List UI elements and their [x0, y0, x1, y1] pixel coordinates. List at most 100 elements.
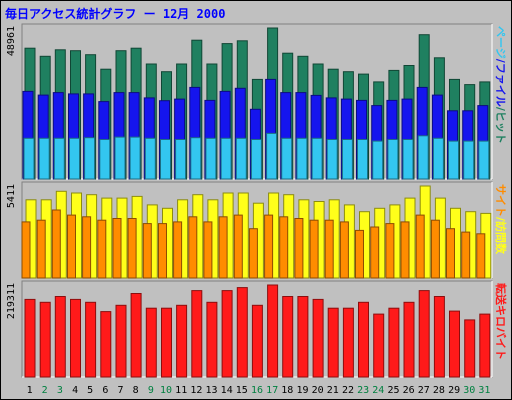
bar-pages-day-12: [190, 137, 202, 180]
bar-pages-day-9: [144, 137, 156, 180]
bar-pages-day-19: [296, 137, 308, 180]
bar-pages-day-22: [341, 139, 353, 180]
series-label-part-bottom-0: 転送キロバイト: [494, 283, 508, 360]
bar-sites-day-10: [158, 223, 167, 279]
x-tick-day-17: 17: [266, 385, 278, 396]
bar-pages-day-30: [463, 140, 475, 180]
bar-pages-day-28: [432, 137, 444, 180]
bar-sites-day-24: [370, 226, 380, 279]
bar-kbytes-day-16: [251, 304, 263, 378]
bar-kbytes-day-6: [100, 311, 112, 378]
x-tick-day-28: 28: [433, 385, 445, 396]
x-tick-day-14: 14: [221, 385, 233, 396]
bar-kbytes-day-3: [54, 296, 66, 378]
bar-kbytes-day-11: [176, 304, 188, 378]
x-tick-day-10: 10: [160, 385, 172, 396]
x-tick-day-25: 25: [387, 385, 399, 396]
x-tick-day-12: 12: [190, 385, 202, 396]
x-tick-day-31: 31: [478, 385, 490, 396]
ymax-label-bottom: 219311: [6, 283, 17, 319]
bar-sites-day-21: [324, 219, 334, 279]
x-tick-day-13: 13: [205, 385, 217, 396]
x-tick-day-15: 15: [236, 385, 248, 396]
bar-sites-day-4: [67, 214, 76, 279]
bar-sites-day-8: [127, 218, 137, 279]
bar-kbytes-day-2: [39, 301, 51, 378]
bar-pages-day-24: [372, 140, 384, 180]
bar-kbytes-day-27: [418, 290, 430, 378]
bar-pages-day-5: [84, 137, 96, 180]
bar-pages-day-11: [175, 139, 187, 180]
bar-sites-day-1: [21, 221, 31, 279]
x-tick-day-16: 16: [251, 385, 263, 396]
x-tick-day-19: 19: [296, 385, 308, 396]
bar-kbytes-day-30: [464, 319, 476, 378]
bar-pages-day-20: [311, 137, 323, 180]
bar-pages-day-13: [205, 137, 217, 180]
bar-kbytes-day-18: [282, 296, 294, 378]
bar-pages-day-29: [448, 140, 459, 180]
ymax-label-middle: 5411: [6, 184, 17, 208]
x-tick-day-1: 1: [27, 385, 33, 396]
bar-kbytes-day-9: [145, 307, 157, 378]
bar-sites-day-14: [218, 216, 228, 279]
bar-sites-day-31: [476, 233, 486, 279]
bar-kbytes-day-26: [403, 301, 415, 378]
bar-sites-day-16: [248, 228, 258, 279]
bar-kbytes-day-24: [373, 313, 385, 378]
bar-kbytes-day-13: [206, 301, 218, 378]
series-label-top: ページ/ファイル/ヒット: [494, 26, 507, 144]
bar-pages-day-21: [326, 139, 338, 180]
bar-sites-day-19: [294, 218, 304, 279]
bar-kbytes-day-15: [236, 287, 248, 378]
x-tick-day-11: 11: [175, 385, 187, 396]
bar-kbytes-day-14: [221, 290, 233, 378]
x-tick-day-2: 2: [42, 385, 48, 396]
bar-sites-day-29: [446, 228, 455, 279]
x-tick-day-21: 21: [327, 385, 339, 396]
bar-sites-day-12: [188, 216, 198, 279]
bar-kbytes-day-4: [70, 298, 81, 378]
bar-kbytes-day-28: [433, 296, 445, 378]
bar-kbytes-day-5: [85, 301, 97, 378]
bar-kbytes-day-23: [358, 301, 369, 378]
bar-sites-day-25: [385, 223, 395, 279]
x-tick-day-23: 23: [357, 385, 369, 396]
bar-sites-day-11: [173, 221, 183, 279]
bar-pages-day-25: [387, 139, 399, 180]
bar-pages-day-10: [160, 139, 171, 180]
bar-sites-day-6: [97, 219, 107, 279]
bar-pages-day-7: [114, 136, 126, 180]
series-label-bottom: 転送キロバイト: [494, 283, 508, 360]
series-label-part-middle-1: /: [494, 217, 507, 222]
bar-sites-day-3: [51, 209, 61, 279]
x-tick-day-9: 9: [148, 385, 154, 396]
bar-pages-day-17: [266, 132, 278, 180]
series-label-part-top-2: ファイル: [494, 63, 507, 107]
bar-sites-day-15: [233, 214, 243, 279]
bar-kbytes-day-31: [479, 313, 491, 378]
bar-sites-day-28: [430, 219, 440, 279]
bar-pages-day-16: [250, 139, 262, 180]
x-tick-day-26: 26: [403, 385, 415, 396]
bar-sites-day-23: [355, 229, 364, 279]
bar-pages-day-14: [220, 137, 232, 180]
bar-pages-day-31: [478, 140, 490, 180]
series-label-part-top-1: /: [494, 59, 507, 64]
bar-kbytes-day-22: [342, 307, 354, 378]
bar-pages-day-18: [281, 137, 293, 180]
bar-kbytes-day-1: [24, 298, 36, 378]
bar-pages-day-26: [402, 139, 414, 180]
bar-pages-day-2: [38, 137, 50, 180]
bar-kbytes-day-10: [161, 307, 172, 378]
bar-sites-day-27: [415, 214, 425, 279]
bar-sites-day-5: [82, 216, 92, 279]
x-tick-day-4: 4: [72, 385, 78, 396]
bar-pages-day-15: [235, 137, 247, 180]
bar-pages-day-23: [357, 139, 368, 180]
x-tick-day-30: 30: [463, 385, 475, 396]
bar-pages-day-4: [69, 137, 80, 180]
bar-kbytes-day-25: [388, 307, 400, 378]
